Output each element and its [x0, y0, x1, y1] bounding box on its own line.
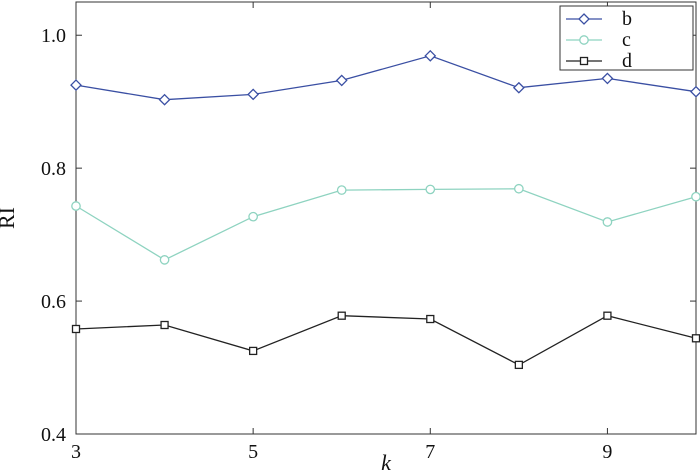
- legend-label-b: b: [622, 8, 632, 30]
- data-point-c: [691, 191, 700, 202]
- legend-marker-c: [579, 35, 589, 45]
- series-layer: [70, 49, 700, 370]
- data-point-b: [512, 81, 525, 94]
- data-point-c: [425, 184, 436, 195]
- legend-marker-b: [578, 13, 590, 25]
- series-b: [70, 49, 700, 106]
- x-tick-label: 9: [602, 441, 612, 463]
- legend: bcd: [559, 5, 694, 72]
- y-tick-label: 0.6: [41, 291, 66, 313]
- x-axis-title: k: [381, 450, 392, 474]
- data-point-d: [603, 311, 612, 320]
- data-point-d: [514, 360, 524, 370]
- y-tick-label: 0.4: [41, 424, 66, 446]
- data-point-b: [70, 79, 82, 91]
- plot-area: [75, 1, 697, 435]
- series-line-c: [75, 188, 697, 261]
- data-point-d: [71, 324, 81, 334]
- series-line-d: [75, 315, 697, 366]
- data-point-d: [426, 314, 435, 324]
- y-tick-label: 1.0: [41, 25, 66, 47]
- data-point-b: [424, 49, 437, 62]
- data-point-d: [337, 311, 346, 320]
- y-axis-title: RI: [0, 207, 19, 229]
- series-line-b: [75, 55, 697, 101]
- data-point-c: [71, 201, 81, 211]
- legend-marker-d: [579, 56, 589, 66]
- data-point-d: [691, 334, 700, 343]
- data-point-c: [514, 183, 524, 194]
- legend-label-d: d: [622, 50, 632, 72]
- data-point-c: [159, 255, 170, 265]
- data-point-b: [158, 93, 171, 106]
- data-point-c: [602, 217, 613, 227]
- axis-ticks: 3 5 7 9 0.4 0.6 0.8 1.0: [41, 2, 696, 463]
- series-d: [71, 311, 700, 370]
- x-tick-label: 5: [248, 441, 258, 463]
- series-c: [71, 183, 700, 265]
- data-point-b: [690, 85, 700, 98]
- y-tick-label: 0.8: [41, 158, 66, 180]
- x-tick-label: 3: [71, 441, 81, 463]
- data-point-b: [335, 74, 348, 87]
- data-point-b: [601, 72, 614, 85]
- data-point-b: [247, 88, 260, 101]
- x-tick-label: 7: [425, 441, 435, 463]
- data-point-d: [248, 346, 258, 356]
- data-point-c: [336, 185, 347, 195]
- data-point-c: [248, 211, 258, 222]
- legend-label-c: c: [622, 29, 631, 51]
- data-point-d: [160, 320, 169, 330]
